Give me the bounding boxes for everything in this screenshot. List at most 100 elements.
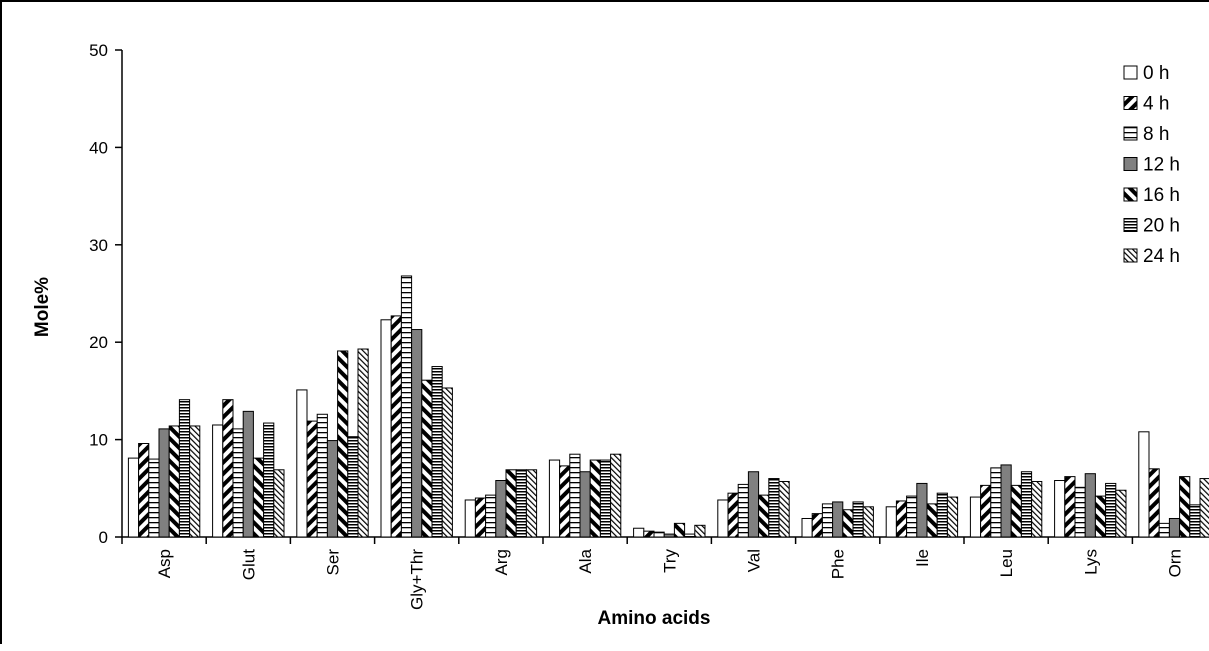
bar-gly-thr-8h [400,275,413,538]
x-axis [121,536,1209,544]
legend-swatch [1123,126,1138,141]
bar-leu-24h [1031,480,1043,538]
bar-phe-24h [862,506,874,538]
x-tick-label: Ser [324,549,343,576]
legend-label: 8 h [1143,124,1169,145]
bar-orn-24h [1199,478,1209,538]
legend-swatch [1123,248,1138,263]
y-axis: 0 10 20 30 40 50 [89,41,123,547]
x-tick-label: Try [660,549,679,573]
bar-orn-4h [1148,468,1160,538]
bar-try-16h [673,522,686,538]
bar-ala-8h [569,453,581,538]
y-tick-label: 20 [89,333,108,352]
bar-ser-8h [316,413,328,538]
bar-ser-4h [306,420,318,538]
legend-label: 24 h [1143,246,1180,267]
bar-ile-24h [946,496,959,538]
bar-ile-12h [916,482,928,538]
bar-lys-4h [1064,476,1076,538]
x-axis-title: Amino acids [598,608,711,629]
legend-label: 16 h [1143,185,1180,206]
x-tick-label: Gly+Thr [408,549,427,610]
bar-asp-8h [148,458,160,538]
x-tick-label: Asp [155,549,174,578]
bar-try-4h [643,530,655,538]
bar-val-4h [727,492,739,538]
bar-try-24h [694,524,706,538]
bar-val-20h [768,478,780,538]
legend-label: 20 h [1143,216,1180,237]
bar-ser-20h [347,436,359,538]
bar-asp-20h [178,399,191,538]
legend-swatch [1123,218,1138,232]
y-tick-label: 40 [89,138,108,157]
bar-lys-20h [1105,482,1117,538]
bar-val-16h [758,494,770,538]
bar-asp-16h [168,425,180,538]
bar-gly-thr-24h [441,387,453,538]
bar-ala-0h [548,459,561,538]
legend-swatch [1123,187,1138,202]
bar-ile-4h [895,500,908,538]
bar-try-12h [663,533,675,538]
bar-ile-8h [906,495,918,538]
y-tick-label: 50 [89,41,108,60]
bar-leu-12h [1000,464,1012,538]
bar-try-8h [653,531,665,538]
legend-label: 0 h [1143,63,1169,84]
bar-lys-24h [1115,489,1127,538]
bar-ile-0h [885,506,897,538]
x-tick-label: Leu [997,549,1016,577]
bar-leu-0h [969,496,982,538]
bar-glut-20h [263,422,275,538]
bar-glut-8h [232,428,244,538]
bar-gly-thr-20h [431,366,443,538]
legend-label: 4 h [1143,94,1169,115]
bar-ile-20h [936,492,948,538]
bar-glut-0h [212,424,224,538]
bar-phe-8h [821,503,834,538]
bar-arg-12h [495,480,507,538]
bar-lys-0h [1054,480,1066,538]
bar-orn-8h [1158,522,1170,538]
bar-ser-24h [357,348,369,538]
x-tick-label: Orn [1166,549,1185,577]
bar-arg-16h [505,469,517,538]
bar-arg-24h [525,469,538,538]
bar-orn-12h [1168,517,1181,538]
x-tick-label: Lys [1081,549,1100,575]
bars [127,275,1209,538]
legend: 0 h 4 h 8 h 12 h 16 h 20 h 24 h [1123,63,1180,267]
bar-leu-16h [1010,484,1022,538]
y-tick-label: 0 [99,528,108,547]
bar-ala-24h [610,453,622,538]
bar-gly-thr-16h [421,379,433,538]
bar-gly-thr-4h [390,315,402,538]
bar-arg-20h [515,469,527,538]
bar-val-8h [737,483,749,538]
x-tick-label: Phe [829,549,848,579]
bar-orn-16h [1179,476,1191,538]
bar-glut-24h [273,469,285,538]
bar-phe-4h [811,513,823,538]
bar-glut-16h [252,457,265,538]
bar-phe-16h [842,509,854,538]
category-labels: Asp Glut Ser Gly+Thr Arg Ala Try Val Phe Ile Leu Ly… [155,548,1184,609]
bar-ser-16h [337,350,349,538]
legend-swatch [1123,157,1138,171]
y-axis-title: Mole% [32,277,53,337]
bar-asp-24h [189,425,201,538]
bar-ala-20h [599,459,612,538]
x-tick-label: Glut [239,549,258,580]
y-tick-label: 30 [89,236,108,255]
x-tick-label: Val [745,549,764,572]
x-tick-label: Ala [576,548,595,573]
legend-label: 12 h [1143,155,1180,176]
legend-swatch [1123,96,1138,110]
bar-asp-12h [158,428,170,538]
bar-ser-12h [326,440,339,538]
bar-ala-4h [559,465,571,538]
bar-ser-0h [296,389,308,538]
bar-leu-20h [1020,471,1033,538]
